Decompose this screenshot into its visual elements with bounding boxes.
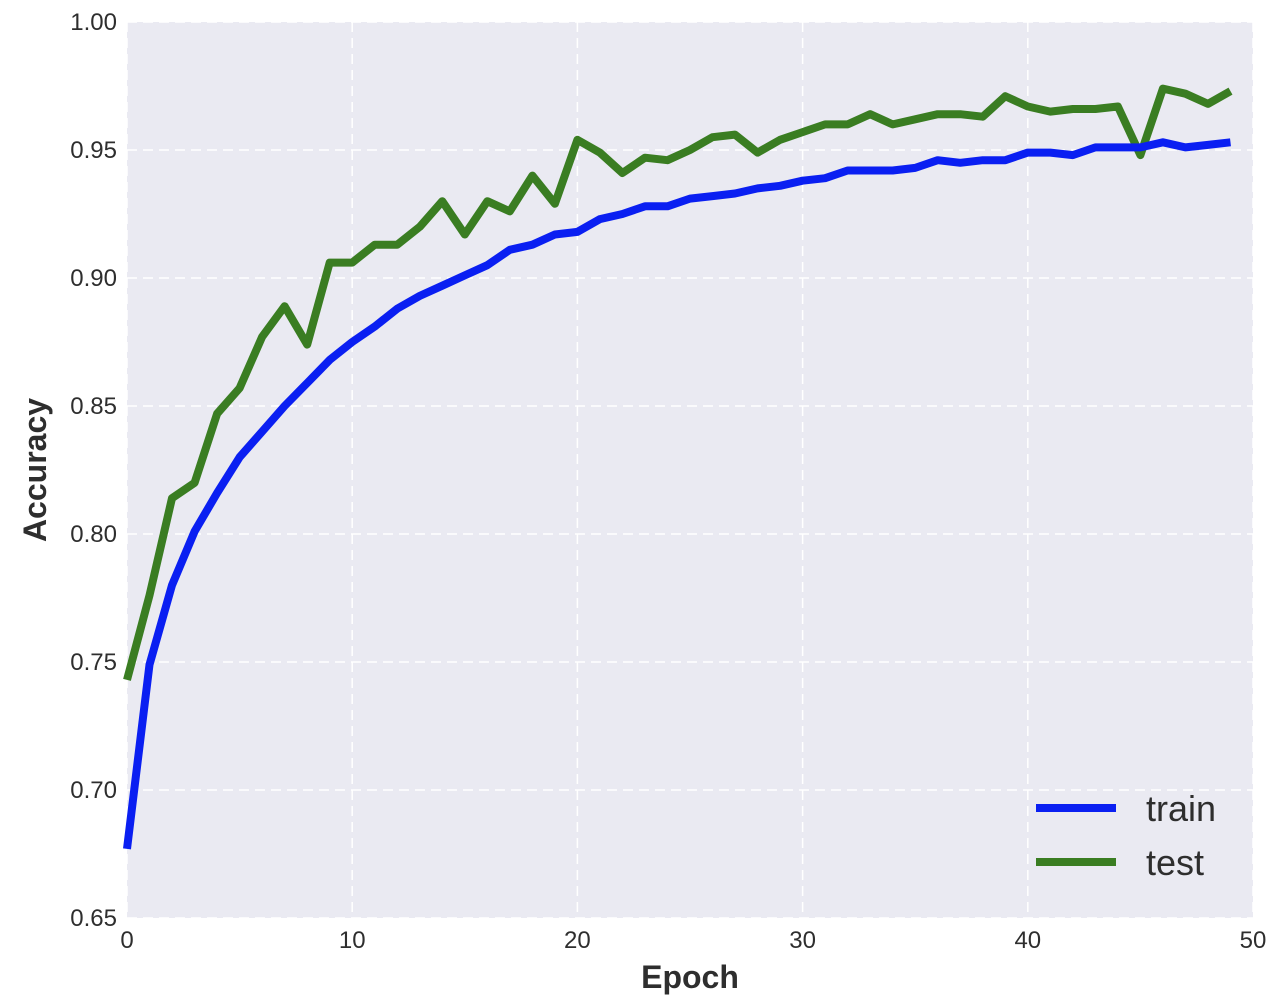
legend-label-train: train	[1146, 788, 1216, 829]
legend-label-test: test	[1146, 842, 1204, 883]
y-tick-label: 0.95	[70, 137, 117, 164]
x-tick-label: 0	[120, 927, 133, 954]
x-tick-label: 20	[564, 927, 591, 954]
x-tick-label: 50	[1240, 927, 1267, 954]
y-tick-label: 0.65	[70, 905, 117, 932]
x-tick-label: 40	[1014, 927, 1041, 954]
y-axis-title: Accuracy	[17, 398, 53, 542]
y-tick-label: 1.00	[70, 9, 117, 36]
y-axis-ticks: 0.65 0.70 0.75 0.80 0.85 0.90 0.95 1.00	[70, 9, 117, 932]
y-tick-label: 0.70	[70, 777, 117, 804]
x-axis-title: Epoch	[641, 959, 739, 995]
y-tick-label: 0.90	[70, 265, 117, 292]
x-tick-label: 10	[339, 927, 366, 954]
series-lines	[123, 84, 1233, 850]
x-axis-ticks: 0 10 20 30 40 50	[120, 927, 1266, 954]
y-tick-label: 0.80	[70, 521, 117, 548]
plot-area	[127, 22, 1253, 918]
y-tick-label: 0.75	[70, 649, 117, 676]
series-line-train	[123, 138, 1231, 850]
series-line-test	[123, 84, 1233, 681]
x-tick-label: 30	[789, 927, 816, 954]
y-tick-label: 0.85	[70, 393, 117, 420]
legend: train test	[1036, 788, 1216, 883]
